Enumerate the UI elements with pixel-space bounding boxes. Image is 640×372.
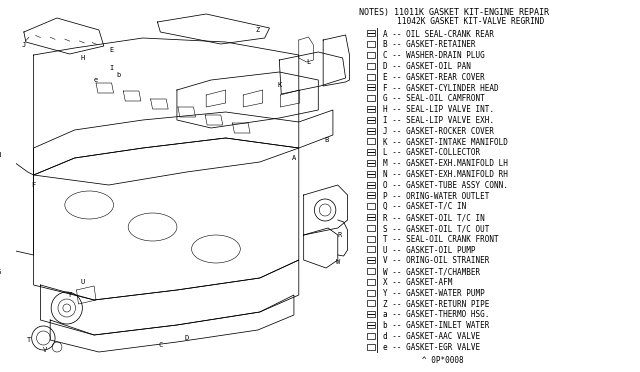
Text: b -- GASKET-INLET WATER: b -- GASKET-INLET WATER [383,321,489,330]
Text: T: T [27,337,31,343]
Bar [367,214,375,220]
Text: D: D [184,335,189,341]
Text: a -- GASKET-THERMO HSG.: a -- GASKET-THERMO HSG. [383,310,489,320]
Text: M -- GASKET-EXH.MANIFOLD LH: M -- GASKET-EXH.MANIFOLD LH [383,159,508,168]
Text: Z -- GASKET-RETURN PIPE: Z -- GASKET-RETURN PIPE [383,299,489,309]
Text: W: W [335,259,340,265]
Text: G: G [0,269,1,275]
Bar [367,182,375,187]
Bar [367,203,375,209]
Bar [367,333,375,339]
Text: H -- SEAL-LIP VALVE INT.: H -- SEAL-LIP VALVE INT. [383,105,493,114]
Text: J: J [22,42,26,48]
Text: Q -- GASKET-T/C IN: Q -- GASKET-T/C IN [383,202,466,211]
Bar [367,279,375,285]
Text: ^ 0P*0008: ^ 0P*0008 [422,356,463,365]
Text: B -- GASKET-RETAINER: B -- GASKET-RETAINER [383,41,475,49]
Text: E -- GASKET-REAR COVER: E -- GASKET-REAR COVER [383,73,484,82]
Bar [367,268,375,274]
Text: A: A [292,155,296,161]
Bar [367,138,375,144]
Bar [367,235,375,241]
Bar [367,63,375,69]
Text: X -- GASKET-AFM: X -- GASKET-AFM [383,278,452,287]
Bar [367,289,375,296]
Bar [367,246,375,252]
Text: G -- SEAL-OIL CAMFRONT: G -- SEAL-OIL CAMFRONT [383,94,484,103]
Bar [367,257,375,263]
Text: U -- GASKET-OIL PUMP: U -- GASKET-OIL PUMP [383,246,475,254]
Text: I -- SEAL-LIP VALVE EXH.: I -- SEAL-LIP VALVE EXH. [383,116,493,125]
Text: C -- WASHER-DRAIN PLUG: C -- WASHER-DRAIN PLUG [383,51,484,60]
Bar [367,128,375,134]
Text: A -- OIL SEAL-CRANK REAR: A -- OIL SEAL-CRANK REAR [383,30,493,39]
Text: e -- GASKET-EGR VALVE: e -- GASKET-EGR VALVE [383,343,480,352]
Bar [367,52,375,58]
Text: K: K [277,82,282,88]
Bar [367,171,375,177]
Bar [367,344,375,350]
Bar [367,95,375,101]
Text: V -- ORING-OIL STRAINER: V -- ORING-OIL STRAINER [383,256,489,265]
Bar [367,41,375,47]
Text: I: I [109,65,114,71]
Text: 11042K GASKET KIT-VALVE REGRIND: 11042K GASKET KIT-VALVE REGRIND [359,17,545,26]
Bar [367,74,375,80]
Text: E: E [109,47,114,53]
Text: V: V [43,347,47,353]
Text: W -- GASKET-T/CHAMBER: W -- GASKET-T/CHAMBER [383,267,480,276]
Text: N: N [0,152,1,158]
Text: R -- GASKET-OIL T/C IN: R -- GASKET-OIL T/C IN [383,213,484,222]
Text: L -- GASKET-COLLECTOR: L -- GASKET-COLLECTOR [383,148,480,157]
Bar [367,225,375,231]
Text: T -- SEAL-OIL CRANK FRONT: T -- SEAL-OIL CRANK FRONT [383,235,499,244]
Text: R: R [338,232,342,238]
Text: L: L [307,59,310,65]
Text: C: C [158,342,163,348]
Text: B: B [324,137,328,143]
Text: d -- GASKET-AAC VALVE: d -- GASKET-AAC VALVE [383,332,480,341]
Bar [367,117,375,123]
Bar [367,322,375,328]
Text: O -- GASKET-TUBE ASSY CONN.: O -- GASKET-TUBE ASSY CONN. [383,181,508,190]
Text: e: e [94,77,98,83]
Bar [367,192,375,198]
Bar [367,31,375,36]
Text: S -- GASKET-OIL T/C OUT: S -- GASKET-OIL T/C OUT [383,224,489,233]
Bar [367,106,375,112]
Text: Y -- GASKET-WATER PUMP: Y -- GASKET-WATER PUMP [383,289,484,298]
Text: F: F [31,182,36,188]
Text: J -- GASKET-ROCKER COVER: J -- GASKET-ROCKER COVER [383,127,493,136]
Text: U: U [80,279,84,285]
Text: N -- GASKET-EXH.MANIFOLD RH: N -- GASKET-EXH.MANIFOLD RH [383,170,508,179]
Text: NOTES) 11011K GASKET KIT-ENGINE REPAIR: NOTES) 11011K GASKET KIT-ENGINE REPAIR [359,8,549,17]
Bar [367,311,375,317]
Text: Z: Z [256,27,260,33]
Text: Y: Y [68,292,72,298]
Text: P -- ORING-WATER OUTLET: P -- ORING-WATER OUTLET [383,192,489,201]
Bar [367,160,375,166]
Text: H: H [80,55,84,61]
Bar [367,149,375,155]
Text: F -- GASKET-CYLINDER HEAD: F -- GASKET-CYLINDER HEAD [383,84,499,93]
Text: D -- GASKET-OIL PAN: D -- GASKET-OIL PAN [383,62,470,71]
Text: K -- GASKET-INTAKE MANIFOLD: K -- GASKET-INTAKE MANIFOLD [383,138,508,147]
Bar [367,84,375,90]
Bar [367,301,375,307]
Text: b: b [116,72,120,78]
